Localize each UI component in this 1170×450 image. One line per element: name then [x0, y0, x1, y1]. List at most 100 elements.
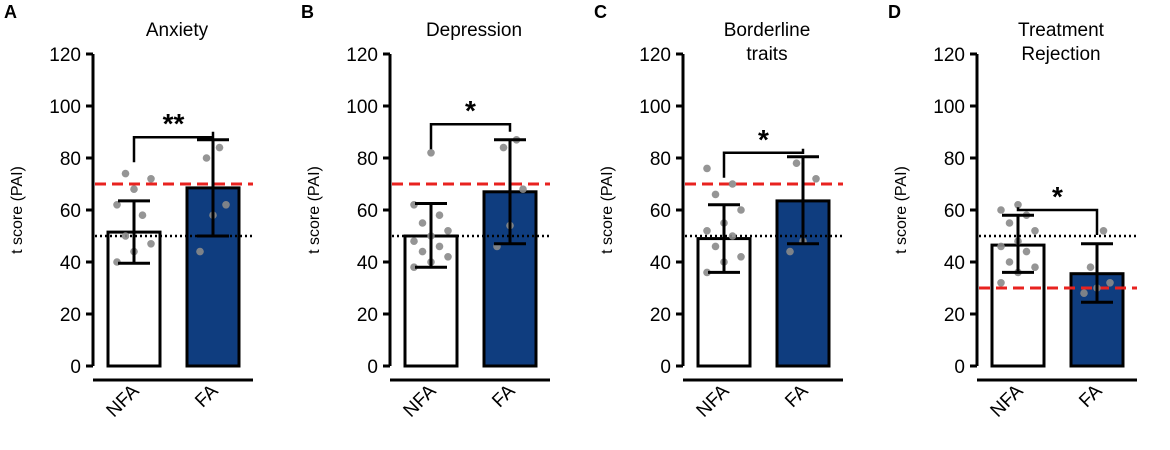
data-point: [1014, 201, 1022, 209]
y-axis-label: t score (PAI): [9, 166, 26, 254]
data-point: [130, 185, 138, 193]
panel-C: C Borderline traits t score (PAI) 0 20 40 60 80 1…: [594, 2, 843, 422]
x-category-label: FA: [1075, 380, 1107, 412]
significance-bracket: [1016, 207, 1099, 235]
y-tick-label: 60: [944, 201, 965, 222]
data-point: [1031, 263, 1039, 272]
y-tick-label: 80: [357, 149, 378, 170]
data-point: [711, 190, 720, 199]
data-point: [792, 159, 801, 167]
y-tick-label: 100: [49, 97, 81, 118]
data-point: [703, 268, 711, 277]
data-point: [812, 175, 820, 183]
chart-title: Depression: [426, 20, 522, 41]
data-point: [1031, 227, 1039, 235]
data-point: [410, 237, 418, 245]
data-point: [1099, 227, 1108, 235]
significance-bracket: [429, 122, 512, 150]
data-point: [202, 154, 211, 162]
panel-letter: A: [4, 2, 17, 22]
y-tick-label: 80: [944, 149, 965, 170]
data-point: [222, 201, 230, 209]
y-tick-label: 40: [60, 253, 81, 274]
y-tick-label: 80: [60, 149, 81, 170]
y-tick-label: 100: [639, 97, 671, 118]
data-point: [997, 206, 1005, 214]
chart-title: Borderline: [724, 20, 811, 41]
data-point: [499, 143, 508, 152]
data-point: [410, 263, 418, 272]
chart-title: Rejection: [1021, 44, 1100, 65]
data-point: [1086, 263, 1095, 272]
y-tick-label: 60: [60, 201, 81, 222]
y-tick-label: 100: [346, 97, 378, 118]
significance-bracket: [132, 131, 215, 163]
data-point: [1080, 289, 1088, 298]
data-point: [1022, 247, 1031, 256]
y-tick-label: 0: [70, 357, 81, 378]
data-point: [728, 232, 737, 240]
significance-label: *: [1052, 181, 1063, 212]
data-point: [418, 247, 427, 256]
y-tick-label: 60: [357, 201, 378, 222]
data-point: [1005, 219, 1014, 227]
chart-title: Treatment: [1018, 20, 1105, 41]
data-point: [121, 169, 130, 178]
chart-title: Anxiety: [146, 20, 209, 41]
data-point: [786, 247, 794, 256]
data-point: [147, 175, 155, 183]
data-point: [418, 219, 427, 227]
y-tick-label: 20: [60, 305, 81, 326]
y-axis-label: t score (PAI): [893, 166, 910, 254]
data-point: [703, 164, 711, 173]
panel-letter: B: [301, 2, 314, 22]
x-category-label: NFA: [400, 380, 441, 421]
x-category-label: NFA: [987, 380, 1028, 421]
y-tick-label: 40: [944, 253, 965, 274]
y-tick-label: 20: [650, 305, 671, 326]
panel-letter: D: [888, 2, 901, 22]
significance-label: *: [758, 124, 769, 155]
y-tick-label: 40: [357, 253, 378, 274]
data-point: [215, 143, 224, 152]
y-tick-label: 20: [357, 305, 378, 326]
data-point: [737, 206, 745, 214]
y-axis-label: t score (PAI): [599, 166, 616, 254]
data-point: [519, 185, 527, 193]
data-point: [196, 247, 204, 256]
y-tick-label: 120: [346, 45, 378, 66]
data-point: [444, 252, 452, 261]
data-point: [728, 180, 737, 188]
panel-A: A Anxiety t score (PAI) 0 20 40 60 80 100 120 ** NF…: [4, 2, 253, 422]
data-point: [711, 242, 720, 251]
data-point: [737, 252, 745, 261]
data-point: [997, 242, 1005, 251]
data-point: [997, 279, 1005, 287]
panel-B: B Depression t score (PAI) 0 20 40 60 80 100 120 *…: [301, 2, 550, 422]
data-point: [427, 149, 435, 157]
x-category-label: NFA: [693, 380, 734, 421]
chart-title: traits: [746, 44, 787, 65]
x-category-label: FA: [191, 380, 223, 412]
data-point: [1106, 279, 1114, 287]
y-tick-label: 60: [650, 201, 671, 222]
data-point: [703, 227, 711, 235]
significance-bracket: [722, 148, 805, 178]
panel-D: D Treatment Rejection t score (PAI) 0 20 40 60 8…: [888, 2, 1137, 422]
significance-label: **: [163, 108, 185, 139]
y-tick-label: 120: [933, 45, 965, 66]
panel-letter: C: [594, 2, 607, 22]
x-category-label: FA: [488, 380, 520, 412]
y-axis-label: t score (PAI): [306, 166, 323, 254]
data-point: [435, 211, 444, 219]
y-tick-label: 0: [954, 357, 965, 378]
x-category-label: FA: [781, 380, 813, 412]
data-point: [138, 211, 147, 219]
data-point: [444, 227, 452, 235]
y-tick-label: 80: [650, 149, 671, 170]
significance-label: *: [465, 95, 476, 126]
x-category-label: NFA: [103, 380, 144, 421]
data-point: [121, 232, 130, 240]
y-tick-label: 40: [650, 253, 671, 274]
y-tick-label: 20: [944, 305, 965, 326]
